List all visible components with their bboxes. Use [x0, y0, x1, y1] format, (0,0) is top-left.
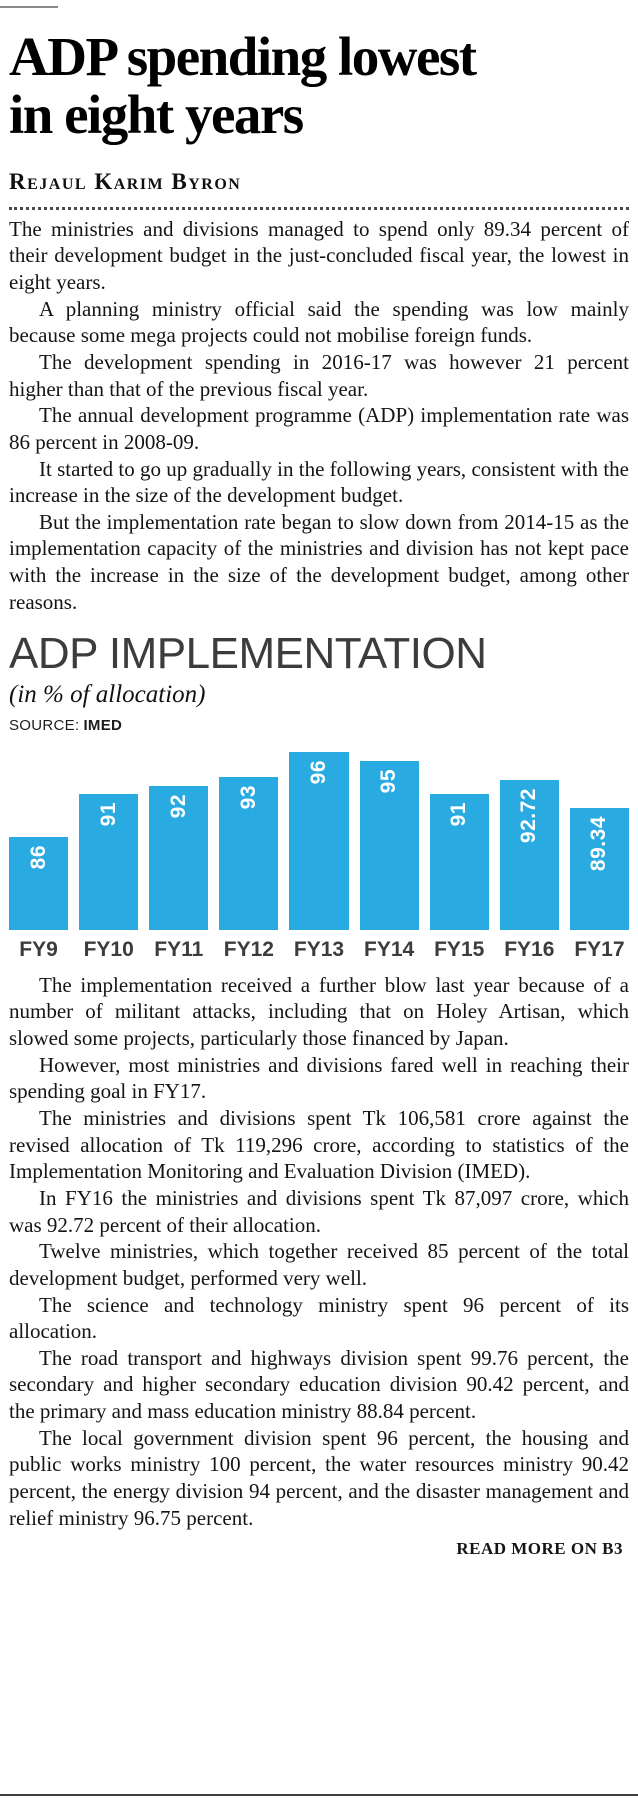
paragraph: Twelve ministries, which together receiv…	[9, 1239, 629, 1290]
bottom-rule	[0, 1794, 638, 1796]
bar-value-label: 91	[447, 802, 471, 827]
headline: ADP spending lowest in eight years	[9, 0, 629, 145]
bar-fy9: 86	[9, 836, 69, 930]
x-axis-label: FY9	[19, 937, 58, 961]
paragraph: In FY16 the ministries and divisions spe…	[9, 1185, 629, 1237]
x-axis-label: FY15	[434, 937, 485, 961]
paragraph: It started to go up gradually in the fol…	[9, 456, 629, 508]
bar-fy16: 92.72	[499, 779, 559, 930]
article-body-bottom: The implementation received a further bl…	[9, 972, 629, 1532]
bar-chart-plot-area: 86 91 92 93 96 95 91 92.72 89.34	[9, 744, 629, 930]
bar-value-label: 93	[236, 785, 260, 810]
dotted-separator	[9, 206, 629, 210]
bar-value-label: 96	[306, 760, 330, 785]
byline: Rejaul Karim Byron	[9, 168, 242, 194]
paragraph: The ministries and divisions managed to …	[9, 216, 629, 294]
paragraph: A planning ministry official said the sp…	[9, 296, 629, 348]
bar-value-label: 92	[166, 793, 190, 819]
paragraph: The implementation received a further bl…	[9, 972, 629, 1050]
x-axis-label: FY16	[504, 937, 555, 961]
paragraph: The annual development programme (ADP) i…	[9, 403, 629, 454]
chart-title: ADP IMPLEMENTATION	[9, 629, 487, 679]
bar-fy13: 96	[289, 752, 349, 930]
bar-value-label: 91	[96, 802, 120, 827]
x-axis-label: FY17	[574, 937, 625, 961]
bar-fy11: 92	[149, 785, 209, 930]
bar-fy17: 89.34	[569, 808, 629, 930]
paragraph: The local government division spent 96 p…	[9, 1425, 629, 1530]
read-more-note: READ MORE ON B3	[456, 1539, 623, 1559]
article-body-top: The ministries and divisions managed to …	[9, 216, 629, 616]
headline-line-2: in eight years	[9, 84, 304, 146]
top-rule	[0, 6, 58, 8]
x-axis-label: FY12	[223, 937, 274, 961]
x-axis-labels: FY9 FY10 FY11 FY12 FY13 FY14 FY15 FY16 FY17	[9, 938, 629, 962]
bar-fy15: 91	[429, 794, 489, 930]
bar-fy14: 95	[359, 760, 419, 930]
paragraph: However, most ministries and divisions f…	[9, 1052, 629, 1104]
chart-source-value: IMED	[83, 716, 123, 734]
adp-implementation-chart: ADP IMPLEMENTATION (in % of allocation) …	[9, 631, 629, 961]
bar-value-label: 89.34	[587, 816, 611, 872]
chart-source: SOURCE: IMED	[9, 717, 629, 734]
bar-fy10: 91	[79, 794, 139, 930]
paragraph: The science and technology ministry spen…	[9, 1292, 629, 1344]
chart-subtitle: (in % of allocation)	[9, 680, 206, 708]
x-axis-label: FY14	[364, 937, 415, 961]
paragraph: The ministries and divisions spent Tk 10…	[9, 1105, 629, 1184]
paragraph: The development spending in 2016-17 was …	[9, 349, 629, 401]
x-axis-label: FY13	[293, 937, 345, 961]
paragraph: The road transport and highways division…	[9, 1345, 629, 1424]
bar-value-label: 92.72	[517, 787, 541, 843]
x-axis-label: FY11	[154, 937, 204, 961]
paragraph: But the implementation rate began to slo…	[9, 509, 629, 614]
bar-value-label: 86	[26, 844, 50, 869]
chart-source-label: SOURCE:	[9, 716, 80, 734]
bar-value-label: 95	[377, 768, 401, 793]
bar-fy12: 93	[219, 777, 279, 930]
x-axis-label: FY10	[83, 937, 134, 961]
headline-line-1: ADP spending lowest	[9, 26, 477, 87]
